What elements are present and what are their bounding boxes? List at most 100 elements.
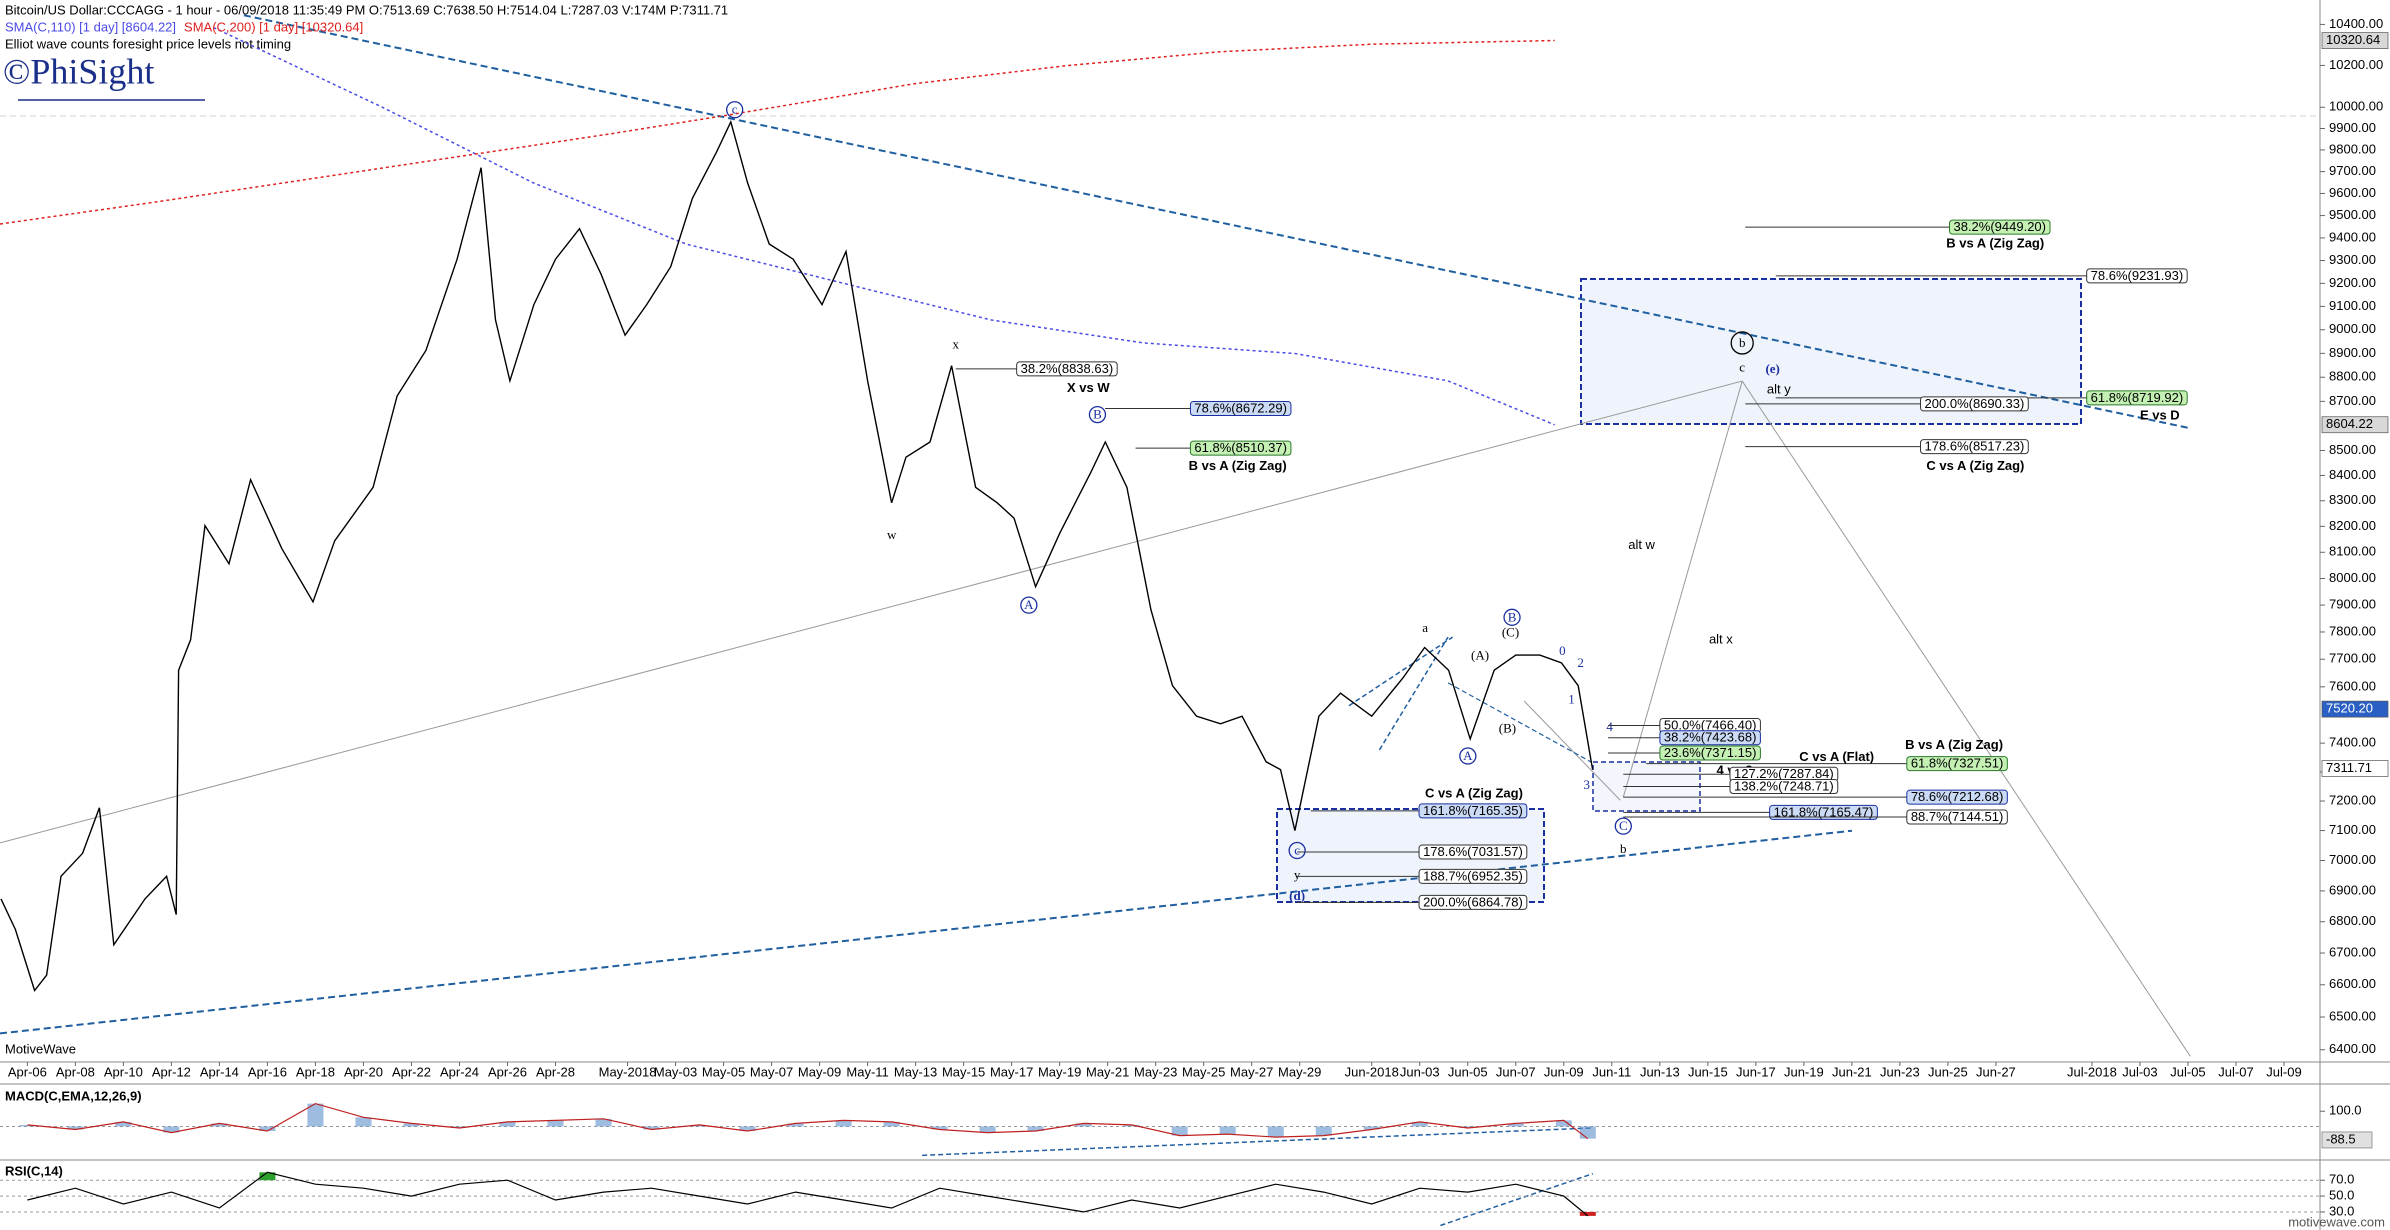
- price-tag-label: 7520.20: [2326, 701, 2373, 716]
- fib-label: 178.6%(7031.57): [1423, 844, 1523, 859]
- x-tick-label: May-11: [846, 1064, 888, 1079]
- wave-label: A: [1463, 748, 1473, 763]
- wave-label: a: [1422, 620, 1428, 635]
- wave-label: 4: [1606, 719, 1613, 734]
- y-tick-label: 9500.00: [2329, 207, 2376, 222]
- macd-bar: [1555, 1120, 1572, 1127]
- macd-bar: [739, 1126, 756, 1132]
- x-tick-label: Apr-28: [536, 1064, 575, 1079]
- x-tick-label: May-23: [1134, 1064, 1177, 1079]
- wave-note: alt x: [1709, 632, 1733, 647]
- x-tick-label: Jun-09: [1544, 1064, 1584, 1079]
- wave-label: C: [1619, 818, 1628, 833]
- rsi-line: [27, 1171, 1589, 1217]
- x-tick-label: Apr-08: [56, 1064, 95, 1079]
- y-tick-label: 8000.00: [2329, 570, 2376, 585]
- x-tick-label: May-05: [702, 1064, 745, 1079]
- wave-label: b: [1739, 335, 1746, 350]
- y-tick-label: 6600.00: [2329, 976, 2376, 991]
- y-tick-label: 8300.00: [2329, 492, 2376, 507]
- x-tick-label: May-09: [798, 1064, 841, 1079]
- fib-label: 200.0%(8690.33): [1925, 396, 2025, 411]
- wave-circle: [1288, 841, 1306, 860]
- fib-label: 138.2%(7248.71): [1734, 778, 1834, 793]
- x-tick-label: Jun-21: [1832, 1064, 1872, 1079]
- y-tick-label: 8700.00: [2329, 393, 2376, 408]
- wave-label: (A): [1471, 647, 1489, 662]
- fib-box: [2086, 268, 2188, 284]
- fib-label: 78.6%(7212.68): [1911, 789, 2004, 804]
- wave-note: C vs A (Zig Zag): [1425, 786, 1523, 801]
- y-tick-label: 6700.00: [2329, 944, 2376, 959]
- y-tick-label: 9300.00: [2329, 252, 2376, 267]
- macd-bar: [1459, 1126, 1476, 1128]
- panel-title: MACD(C,EMA,12,26,9): [5, 1088, 142, 1103]
- x-tick-label: May-17: [990, 1064, 1033, 1079]
- wave-note: E vs D: [2140, 408, 2180, 423]
- macd-bar: [1267, 1126, 1284, 1138]
- price-tag: [2321, 760, 2389, 777]
- wave-label: B: [1508, 609, 1517, 624]
- macd-bar: [355, 1117, 372, 1127]
- macd-bar: [1411, 1121, 1428, 1127]
- trend-line: [0, 380, 1743, 844]
- trend-line: [1447, 682, 1592, 763]
- fib-label: 61.8%(8510.37): [1194, 440, 1287, 455]
- fib-box: [1189, 440, 1292, 456]
- x-tick-label: Jun-17: [1736, 1064, 1776, 1079]
- macd-bar: [451, 1126, 468, 1128]
- macd-bar: [643, 1126, 660, 1130]
- wave-label: x: [952, 336, 959, 351]
- fib-label: 50.0%(7466.40): [1664, 717, 1757, 732]
- legend-entry: SMA(C,200) [1 day] [10320.64]: [184, 19, 363, 34]
- fib-box: [1948, 219, 2051, 235]
- macd-bar: [211, 1123, 228, 1127]
- x-tick-label: Apr-24: [440, 1064, 479, 1079]
- fib-label: 38.2%(8838.63): [1021, 361, 1114, 376]
- wave-label: 0: [1559, 643, 1566, 658]
- wave-label: c: [1294, 843, 1300, 858]
- trend-line: [1348, 636, 1454, 707]
- x-tick-label: May-15: [942, 1064, 985, 1079]
- macd-bar: [259, 1126, 276, 1132]
- y-tick-label: 9000.00: [2329, 321, 2376, 336]
- y-tick-label: 6900.00: [2329, 882, 2376, 897]
- fib-label: 61.8%(8719.92): [2091, 390, 2184, 405]
- y-tick-label: 8200.00: [2329, 518, 2376, 533]
- wave-label: (d): [1289, 888, 1305, 903]
- fib-box: [1418, 803, 1528, 819]
- trend-line: [0, 829, 1853, 1035]
- x-tick-label: Jun-25: [1928, 1064, 1968, 1079]
- wave-circle: [1730, 331, 1754, 355]
- x-tick-label: Jul-09: [2266, 1064, 2301, 1079]
- macd-bar: [1507, 1123, 1524, 1127]
- x-tick-label: Jun-07: [1496, 1064, 1536, 1079]
- wave-label: B: [1093, 407, 1102, 422]
- x-tick-label: Jun-23: [1880, 1064, 1920, 1079]
- wave-note: B vs A (Zig Zag): [1946, 235, 2044, 250]
- price-tag: [2321, 32, 2389, 49]
- legend-entry: SMA(C,110) [1 day] [8604.22]: [5, 19, 176, 34]
- y-tick-label: 8800.00: [2329, 369, 2376, 384]
- macd-bar: [499, 1121, 516, 1127]
- y-tick-label: 10200.00: [2329, 57, 2383, 72]
- price-tag: [2321, 416, 2389, 434]
- fib-label: 78.6%(9231.93): [2091, 268, 2184, 283]
- fib-label: 161.8%(7165.47): [1774, 804, 1874, 819]
- x-tick-label: May-2018: [599, 1064, 657, 1079]
- y-tick-label: 10000.00: [2329, 99, 2383, 114]
- fib-box: [1659, 745, 1761, 761]
- sma-line: [213, 26, 1555, 426]
- logo: ©PhiSight: [3, 51, 154, 91]
- macd-bar: [931, 1126, 948, 1130]
- wave-label: (C): [1502, 625, 1519, 640]
- macd-bar: [547, 1120, 564, 1127]
- y-tick-label: 7200.00: [2329, 792, 2376, 807]
- x-tick-label: Apr-26: [488, 1064, 527, 1079]
- x-tick-label: Jul-2018: [2067, 1064, 2117, 1079]
- macd-bar: [595, 1118, 612, 1127]
- price-tag: [2321, 700, 2389, 718]
